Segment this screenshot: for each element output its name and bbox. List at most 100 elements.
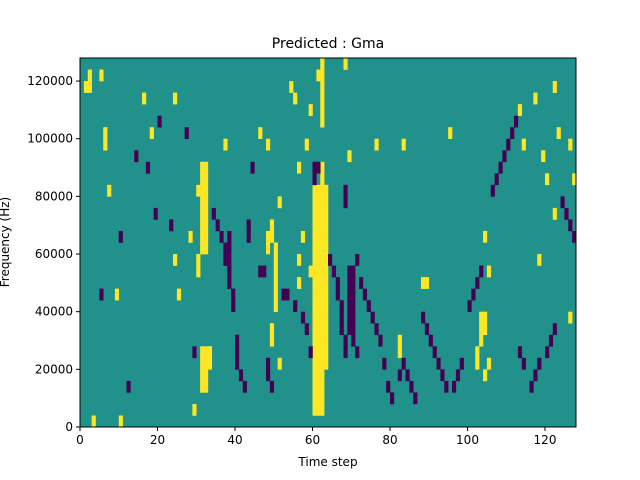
heatmap-cell-low [374, 323, 379, 336]
heatmap-cell-low [227, 242, 232, 255]
heatmap-cell-high [91, 415, 96, 428]
heatmap-cell-low [238, 369, 244, 382]
heatmap-cell-low [479, 265, 484, 278]
heatmap-cell-high [266, 242, 271, 255]
heatmap-cell-low [560, 196, 565, 209]
heatmap-cell-high [324, 207, 329, 220]
heatmap-cell-high [289, 81, 294, 93]
heatmap-cell-low [521, 357, 526, 370]
x-tick-label: 0 [76, 433, 84, 447]
heatmap-cell-high [293, 92, 298, 105]
heatmap-cell-low [455, 369, 461, 382]
y-axis-title: Frequency (Hz) [0, 197, 12, 288]
heatmap-cell-high [316, 323, 321, 336]
x-tick-label: 60 [305, 433, 320, 447]
heatmap-cell-high [537, 254, 542, 266]
heatmap-cell-high [320, 219, 325, 232]
heatmap-cell-low [359, 277, 364, 289]
heatmap-cell-high [320, 403, 325, 416]
heatmap-cell-high [204, 357, 209, 370]
x-axis-title: Time step [297, 455, 357, 469]
heatmap-cell-high [297, 277, 302, 289]
heatmap-cell-high [483, 230, 488, 243]
heatmap-cell-high [320, 392, 325, 405]
heatmap-cell-high [324, 277, 329, 289]
heatmap-cell-high [200, 196, 205, 209]
heatmap-cell-low [192, 346, 197, 359]
heatmap-cell-high [312, 403, 317, 416]
heatmap-cell-high [312, 300, 317, 312]
heatmap-cell-high [552, 81, 557, 93]
heatmap-cell-low [300, 311, 306, 324]
heatmap-cell-high [269, 334, 275, 347]
heatmap-cell-high [258, 127, 263, 140]
heatmap-cell-low [281, 288, 286, 301]
heatmap-cell-low [494, 173, 499, 186]
y-tick-label: 100000 [27, 132, 73, 146]
heatmap-cell-high [200, 161, 205, 174]
heatmap-cell-low [405, 369, 410, 382]
heatmap-cell-high [320, 323, 325, 336]
heatmap-cell-low [343, 196, 348, 209]
heatmap-cell-low [514, 115, 519, 128]
heatmap-cell-low [533, 369, 538, 382]
heatmap-cell-high [304, 138, 309, 151]
heatmap-cell-high [223, 138, 228, 151]
heatmap-cell-high [273, 288, 278, 301]
heatmap-cell-high [316, 277, 321, 289]
heatmap-cell-high [483, 369, 488, 382]
heatmap-cell-high [204, 346, 209, 359]
heatmap-cell-high [479, 323, 484, 336]
heatmap-cell-low [351, 311, 356, 324]
heatmap-cell-low [428, 334, 433, 347]
heatmap-cell-high [142, 92, 147, 105]
heatmap-cell-low [351, 265, 356, 278]
heatmap-cell-high [114, 288, 120, 301]
heatmap-cell-high [269, 219, 275, 232]
heatmap-cell-low [134, 150, 139, 163]
heatmap-cell-high [324, 311, 329, 324]
heatmap-cell-low [347, 277, 352, 289]
heatmap-cell-high [188, 230, 193, 243]
heatmap-cells [80, 58, 577, 428]
heatmap-cell-high [173, 254, 178, 266]
heatmap-cell-low [231, 300, 236, 312]
heatmap-cell-high [297, 161, 302, 174]
heatmap-cell-high [545, 173, 550, 186]
heatmap-cell-high [149, 127, 154, 140]
heatmap-cell-low [382, 357, 387, 370]
heatmap-cell-low [529, 380, 534, 393]
heatmap-cell-low [362, 288, 368, 301]
heatmap-cell-high [320, 300, 325, 312]
heatmap-cell-low [335, 277, 340, 289]
heatmap-cell-low [355, 254, 360, 266]
heatmap-cell-high [83, 81, 89, 93]
heatmap-cell-low [378, 334, 383, 347]
heatmap-cell-low [390, 392, 395, 405]
heatmap-cell-high [320, 311, 325, 324]
heatmap-cell-high [316, 254, 321, 266]
heatmap-cell-high [269, 323, 275, 336]
heatmap-cell-high [204, 230, 209, 243]
heatmap-cell-low [355, 346, 360, 359]
x-tick-label: 80 [382, 433, 397, 447]
heatmap-cell-high [320, 81, 325, 93]
heatmap-cell-low [304, 323, 309, 336]
heatmap-cell-low [564, 207, 569, 220]
heatmap-cell-low [537, 357, 542, 370]
heatmap-cell-low [145, 161, 151, 174]
heatmap-cell-high [320, 277, 325, 289]
heatmap-cell-high [200, 230, 205, 243]
heatmap-cell-high [269, 230, 275, 243]
heatmap-cell-high [312, 277, 317, 289]
heatmap-cell-low [517, 346, 523, 359]
heatmap-cell-low [459, 357, 464, 370]
heatmap-cell-high [320, 115, 325, 128]
heatmap-cell-low [308, 346, 313, 359]
heatmap-cell-low [285, 288, 290, 301]
heatmap-cell-high [486, 265, 492, 278]
heatmap-cell-low [266, 369, 271, 382]
heatmap-cell-low [421, 311, 426, 324]
heatmap-cell-high [312, 311, 317, 324]
heatmap-cell-high [324, 242, 329, 255]
